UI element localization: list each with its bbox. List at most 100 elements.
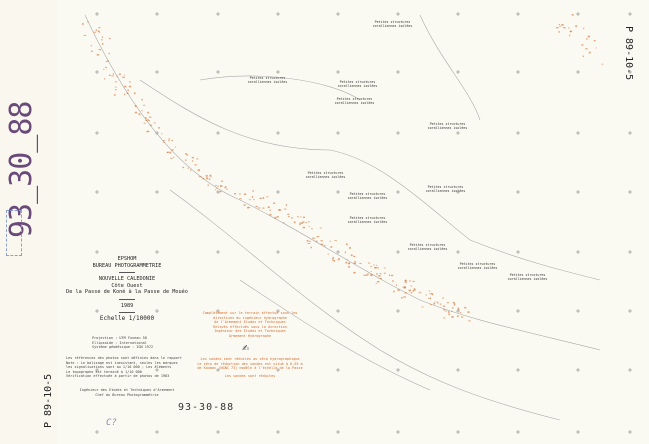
region: NOUVELLE CALEDONIE — [98, 276, 156, 282]
spec-label: Système géodésique — [92, 345, 130, 349]
reef-mark — [412, 280, 415, 282]
reef-mark — [112, 73, 114, 75]
reef-mark — [593, 39, 596, 42]
reef-mark — [350, 254, 353, 257]
reef-mark — [392, 280, 394, 282]
depth-contours — [84, 14, 601, 421]
reef-mark — [583, 27, 585, 30]
reef-mark — [402, 296, 406, 298]
grid-tick — [628, 70, 632, 74]
reef-mark — [383, 267, 386, 269]
grid-ticks — [95, 12, 632, 434]
reef-mark — [569, 30, 573, 32]
reef-mark — [102, 68, 105, 70]
reef-mark — [320, 243, 324, 245]
grid-tick — [155, 70, 159, 74]
reef-mark — [284, 208, 287, 210]
reef-mark — [367, 262, 371, 264]
reef-mark — [300, 216, 302, 218]
org-name: EPSHOM — [117, 256, 137, 262]
grid-tick — [456, 70, 460, 74]
reef-mark — [262, 197, 265, 199]
note-line: Note : Le balisage est inexistant, seule… — [66, 360, 178, 365]
reef-mark — [445, 310, 448, 312]
reef-mark — [98, 31, 101, 33]
grid-tick — [456, 190, 460, 194]
reef-mark — [316, 236, 318, 238]
reef-mark — [353, 255, 356, 258]
reef-mark — [430, 303, 432, 305]
reef-mark — [216, 187, 218, 189]
reef-mark — [148, 120, 150, 122]
credit-line: Ingénieur des Etudes et Techniques d'Arm… — [79, 388, 175, 392]
grid-tick — [216, 12, 220, 16]
reef-mark — [388, 274, 391, 276]
reef-mark — [439, 303, 442, 305]
reef-mark — [467, 311, 470, 313]
reef-mark — [101, 39, 103, 41]
reef-mark — [127, 89, 130, 91]
grid-tick — [276, 70, 280, 74]
grid-tick — [516, 430, 520, 434]
grid-tick — [216, 309, 220, 313]
reef-mark — [279, 209, 282, 211]
reef-mark — [587, 35, 590, 38]
map-label: Petites structures coralliennes isolées — [305, 171, 346, 179]
reef-mark — [215, 185, 217, 187]
grid-tick — [155, 190, 159, 194]
grid-tick — [516, 70, 520, 74]
reef-mark — [451, 310, 453, 312]
spec-value: IGN 1972 — [136, 345, 154, 349]
grid-tick — [576, 368, 580, 372]
grid-tick — [155, 12, 159, 16]
reef-mark — [220, 185, 223, 187]
reef-mark — [107, 60, 109, 62]
grid-tick — [396, 309, 400, 313]
reef-mark — [312, 237, 315, 240]
extent: De la Passe de Koné à la Passe de Mouéo — [66, 289, 188, 295]
reef-mark — [334, 240, 337, 241]
reef-mark — [220, 180, 224, 182]
reef-mark — [175, 146, 177, 148]
reef-mark — [344, 251, 346, 254]
reef-mark — [234, 193, 237, 195]
reef-mark — [558, 31, 560, 33]
grid-tick — [276, 368, 280, 372]
reef-mark — [453, 304, 455, 306]
reef-mark — [266, 196, 269, 198]
grid-tick — [628, 131, 632, 135]
reef-mark — [259, 197, 261, 200]
reef-mark — [353, 262, 356, 264]
scale: Echelle 1/10000 — [99, 315, 155, 322]
reef-mark — [105, 66, 107, 69]
reef-mark — [302, 221, 305, 223]
reef-mark — [124, 85, 127, 88]
reef-mark — [308, 220, 310, 223]
spec-label: Ellipsoide — [92, 340, 114, 345]
reef-mark — [168, 138, 171, 140]
reef-mark — [454, 303, 456, 305]
reef-mark — [582, 55, 584, 58]
reef-mark — [114, 86, 117, 88]
reef-mark — [425, 294, 428, 296]
left-margin: 93_30_88 P 89-10-5 — [0, 0, 58, 444]
reef-mark — [311, 228, 313, 230]
map-label: Petites structures coralliennes isolées — [427, 122, 468, 130]
reef-mark — [101, 42, 104, 45]
reef-mark — [404, 279, 407, 281]
reef-mark — [171, 139, 173, 142]
reef-mark — [568, 27, 570, 29]
reef-mark — [452, 301, 455, 304]
reef-mark — [571, 14, 574, 16]
grid-tick — [155, 309, 159, 313]
reef-mark — [421, 306, 424, 308]
survey-note-line: de l'Armement Etudes et Techniques — [214, 320, 286, 324]
reef-mark — [113, 94, 116, 96]
reef-mark — [205, 175, 208, 177]
reef-mark — [269, 213, 272, 216]
grid-tick — [456, 131, 460, 135]
reef-mark — [442, 305, 446, 307]
grid-tick — [576, 131, 580, 135]
reef-mark — [448, 313, 451, 316]
